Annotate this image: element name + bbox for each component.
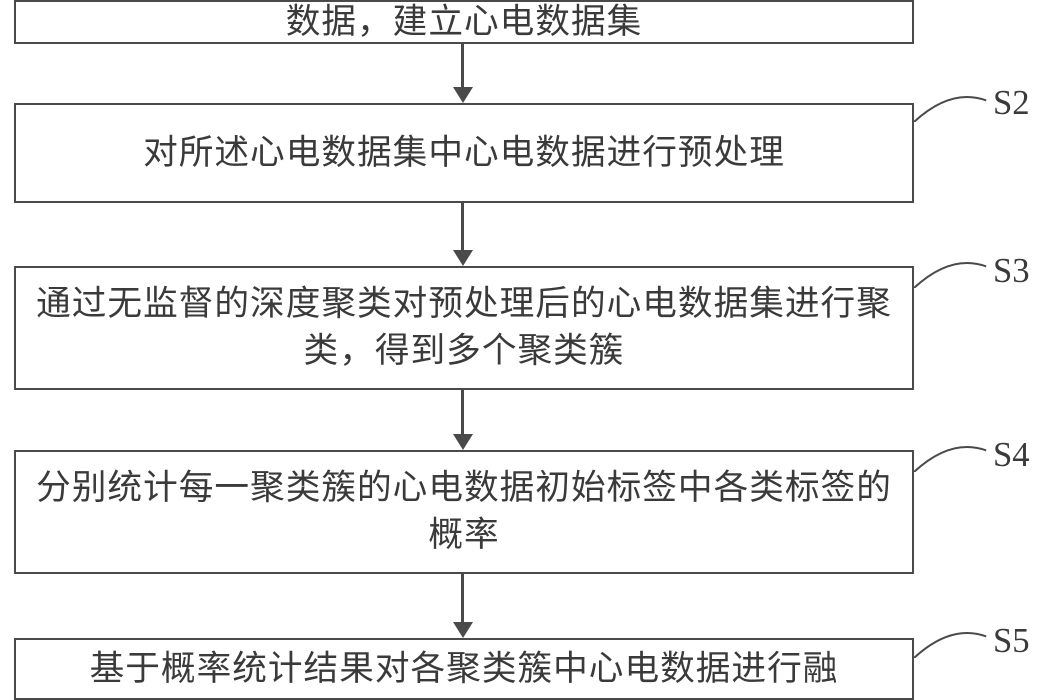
connector-curve-s2 [914, 86, 996, 122]
arrow-line-s3-s4 [461, 390, 464, 436]
step-label-s5: S5 [993, 622, 1030, 661]
arrow-line-s2-s3 [461, 203, 464, 252]
flowchart-box-text: 数据，建立心电数据集 [286, 0, 643, 45]
flowchart-box-s2: 对所述心电数据集中心电数据进行预处理 [14, 103, 914, 203]
flowchart-box-s1: 数据，建立心电数据集 [14, 0, 914, 44]
flowchart-box-text: 基于概率统计结果对各聚类簇中心电数据进行融 [90, 646, 839, 693]
step-label-s4: S4 [993, 436, 1030, 475]
flowchart-box-s3: 通过无监督的深度聚类对预处理后的心电数据集进行聚类，得到多个聚类簇 [14, 266, 914, 390]
flowchart-box-s4: 分别统计每一聚类簇的心电数据初始标签中各类标签的概率 [14, 450, 914, 574]
flowchart-box-s5: 基于概率统计结果对各聚类簇中心电数据进行融 [14, 638, 914, 700]
arrow-line-s4-s5 [461, 574, 464, 624]
connector-curve-s5 [914, 622, 996, 658]
arrow-head-s2-s3 [453, 250, 473, 266]
connector-curve-s3 [914, 252, 996, 288]
arrow-head-s3-s4 [453, 434, 473, 450]
step-label-s2: S2 [993, 84, 1030, 123]
flowchart-box-text: 通过无监督的深度聚类对预处理后的心电数据集进行聚类，得到多个聚类簇 [28, 281, 900, 375]
arrow-line-s1-s2 [461, 44, 464, 89]
flowchart-box-text: 对所述心电数据集中心电数据进行预处理 [143, 130, 785, 177]
flowchart-box-text: 分别统计每一聚类簇的心电数据初始标签中各类标签的概率 [28, 465, 900, 559]
arrow-head-s4-s5 [453, 622, 473, 638]
connector-curve-s4 [914, 436, 996, 472]
flowchart-canvas: 数据，建立心电数据集对所述心电数据集中心电数据进行预处理 S2 通过无监督的深度聚类… [0, 0, 1049, 700]
step-label-s3: S3 [993, 252, 1030, 291]
arrow-head-s1-s2 [453, 87, 473, 103]
